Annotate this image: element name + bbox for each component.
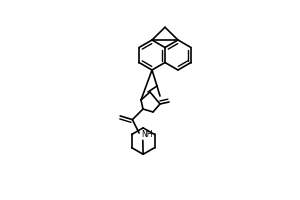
Text: NH: NH bbox=[141, 130, 153, 139]
